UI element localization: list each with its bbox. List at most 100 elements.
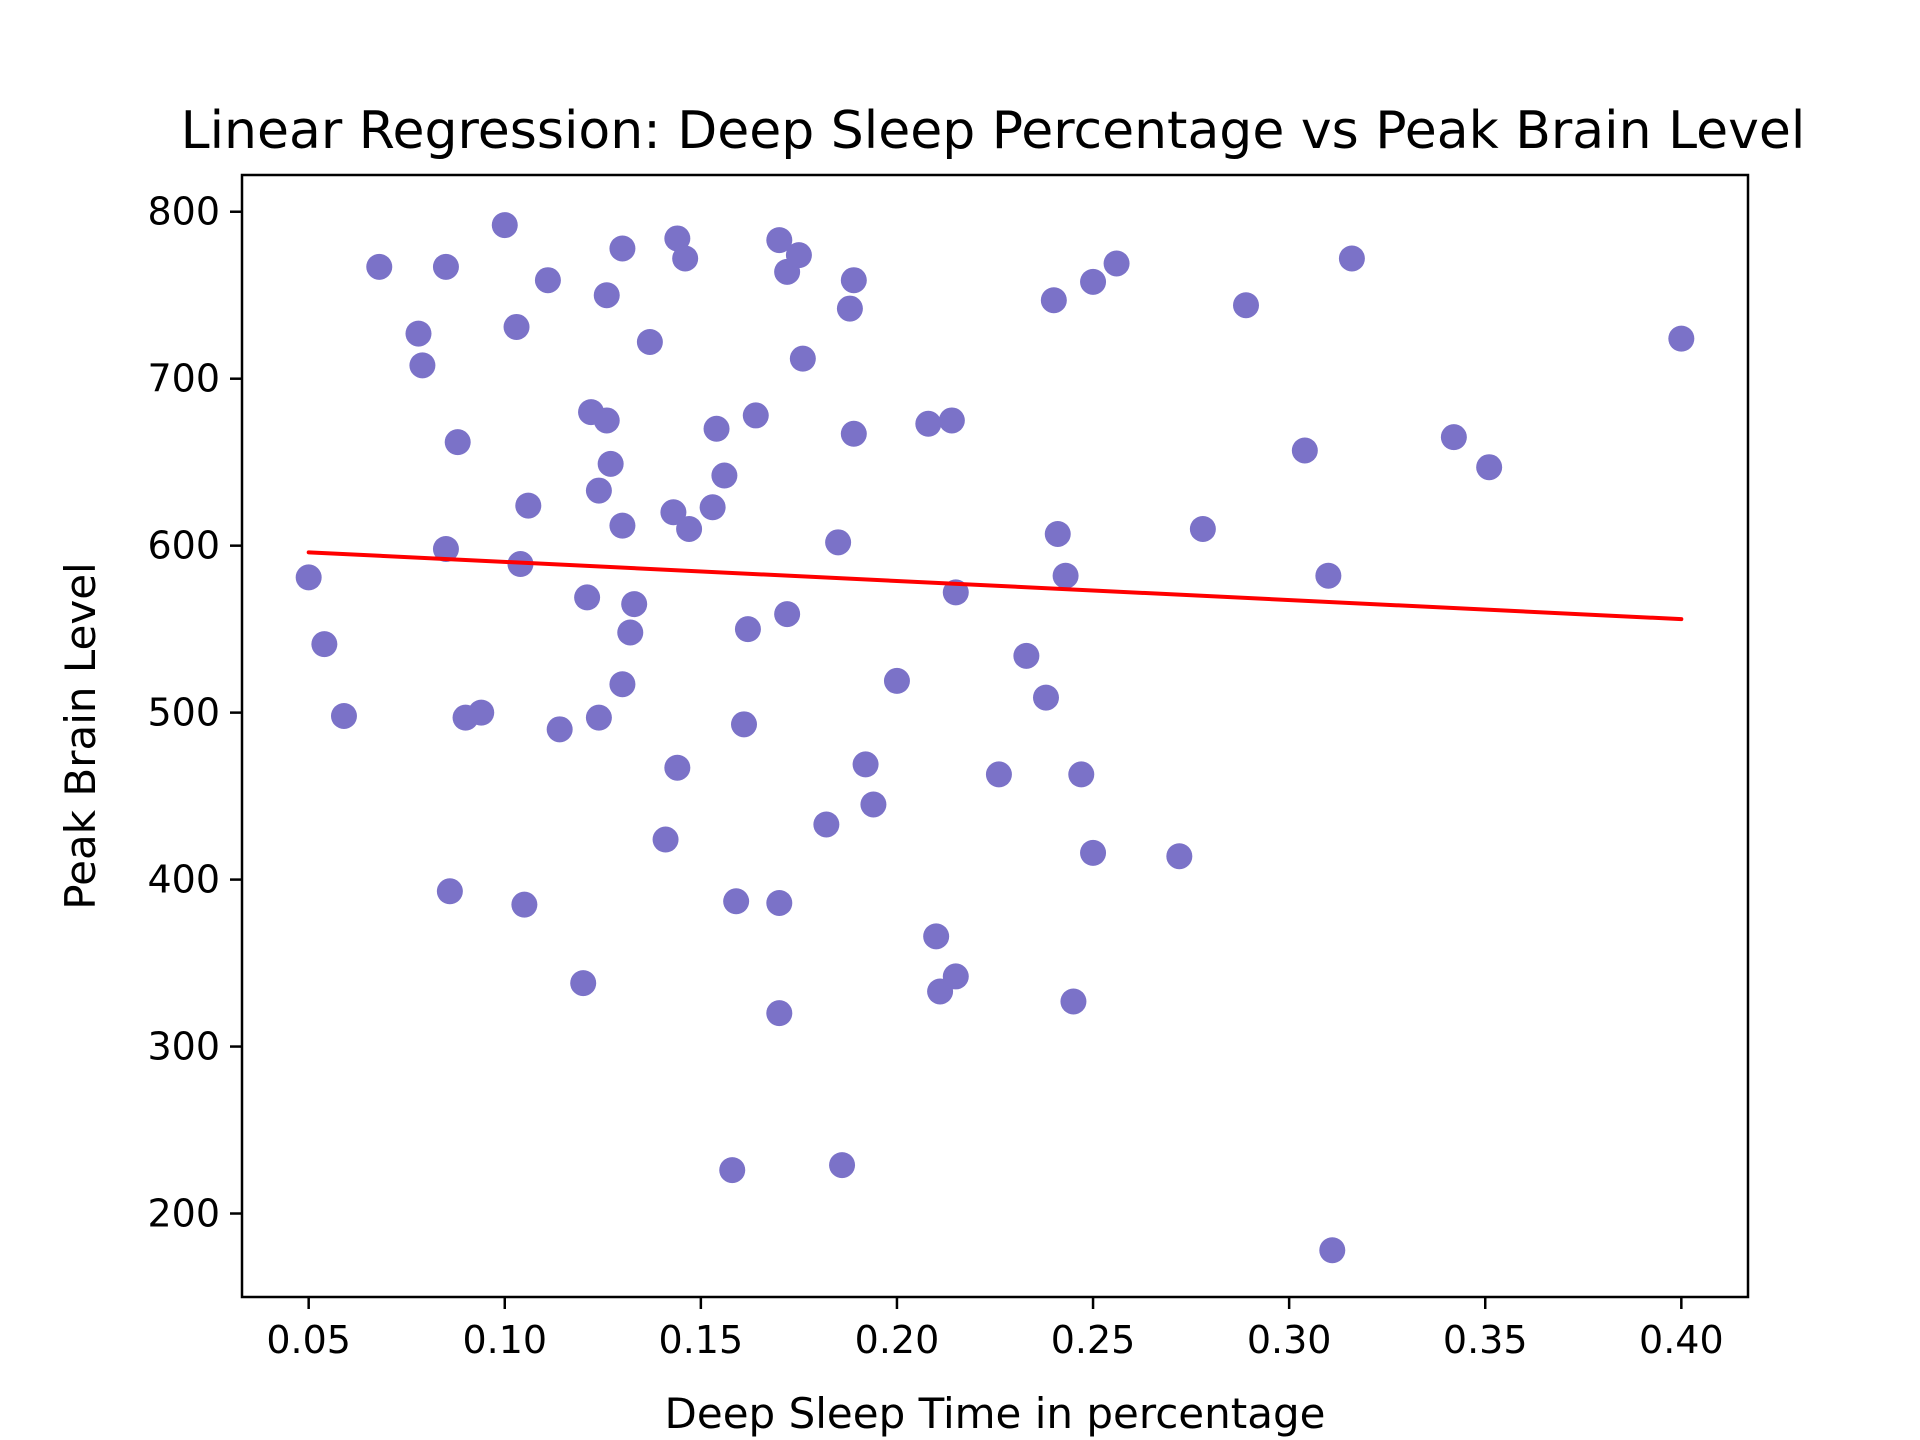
y-tick-label: 500 [147,691,220,735]
scatter-point [503,313,530,340]
scatter-point [723,888,750,915]
scatter-point [766,889,793,916]
scatter-point [711,462,738,489]
scatter-point [1013,642,1040,669]
scatter-point [1476,454,1503,481]
scatter-point [836,295,863,322]
x-axis-ticks: 0.05 0.10 0.15 0.20 0.25 0.30 0.35 0.40 [266,1297,1724,1362]
scatter-points [295,212,1695,1264]
chart-title: Linear Regression: Deep Sleep Percentage… [181,101,1806,161]
scatter-point [652,826,679,853]
scatter-point [1668,325,1695,352]
scatter-point [617,619,644,646]
x-tick-label: 0.25 [1051,1318,1136,1362]
x-tick-label: 0.30 [1247,1318,1332,1362]
scatter-point [1233,292,1259,319]
scatter-point [789,345,816,372]
scatter-point [366,253,393,280]
y-tick-label: 300 [147,1025,220,1069]
scatter-point [742,402,769,429]
scatter-point [432,253,459,280]
scatter-point [883,667,910,694]
scatter-point [597,450,624,477]
scatter-point [840,267,867,294]
scatter-point [1060,988,1087,1015]
scatter-point [1189,515,1216,542]
scatter-point [664,225,691,252]
x-tick-label: 0.05 [266,1318,351,1362]
scatter-point [985,761,1012,788]
scatter-point [636,328,663,355]
scatter-point [915,410,942,437]
scatter-point [660,499,687,526]
scatter-point [860,791,887,818]
scatter-point [938,407,965,434]
scatter-point [923,923,950,950]
scatter-point [1052,562,1079,589]
scatter-point [409,352,436,379]
scatter-point [813,811,840,838]
scatter-point [570,970,597,997]
scatter-point [1044,520,1071,547]
scatter-point [1032,684,1059,711]
scatter-point [574,584,601,611]
scatter-point [585,477,612,504]
scatter-point [609,235,636,262]
scatter-point [785,242,812,269]
x-tick-label: 0.20 [855,1318,940,1362]
scatter-point [1166,843,1193,870]
scatter-point [942,963,969,990]
scatter-point [432,536,459,562]
scatter-point [436,878,463,905]
plot-area [240,173,1750,1299]
scatter-point [664,754,691,781]
scatter-point [405,320,432,347]
x-tick-label: 0.10 [462,1318,547,1362]
scatter-point [840,420,867,447]
scatter-point [295,564,322,591]
scatter-point [609,671,636,698]
scatter-point [1103,250,1130,277]
scatter-point [1040,287,1067,314]
scatter-point [621,591,648,618]
scatter-point [1440,424,1467,451]
scatter-point [491,212,518,239]
scatter-point [829,1152,856,1179]
scatter-point [1291,437,1318,464]
scatter-point [852,751,879,778]
scatter-point [699,494,726,521]
scatter-point [676,515,703,542]
scatter-point [515,492,542,519]
y-axis-ticks: 200 300 400 500 600 700 800 [147,190,242,1236]
scatter-point [511,891,538,918]
scatter-point [719,1157,746,1184]
scatter-point [766,227,793,254]
scatter-point [444,429,471,456]
scatter-point [766,1000,793,1027]
scatter-point [734,616,761,643]
scatter-point [585,704,612,731]
scatter-point [593,407,620,434]
scatter-point [703,415,730,442]
x-tick-label: 0.35 [1443,1318,1528,1362]
scatter-point [1315,562,1342,589]
scatter-point [731,711,757,738]
y-axis-label: Peak Brain Level [56,562,105,909]
scatter-point [1319,1237,1346,1264]
regression-line-group [306,550,1684,622]
scatter-point [774,601,801,628]
x-axis-label: Deep Sleep Time in percentage [665,1389,1326,1438]
scatter-point [1068,761,1095,788]
y-tick-label: 600 [147,524,220,568]
y-tick-label: 400 [147,858,220,902]
scatter-point [825,529,852,556]
scatter-point [534,267,561,294]
scatter-point [311,631,338,658]
y-tick-label: 200 [147,1192,220,1236]
plot-frame [240,173,1750,1299]
scatter-point [593,282,620,309]
scatter-point [468,699,495,726]
scatter-point [1080,268,1107,295]
